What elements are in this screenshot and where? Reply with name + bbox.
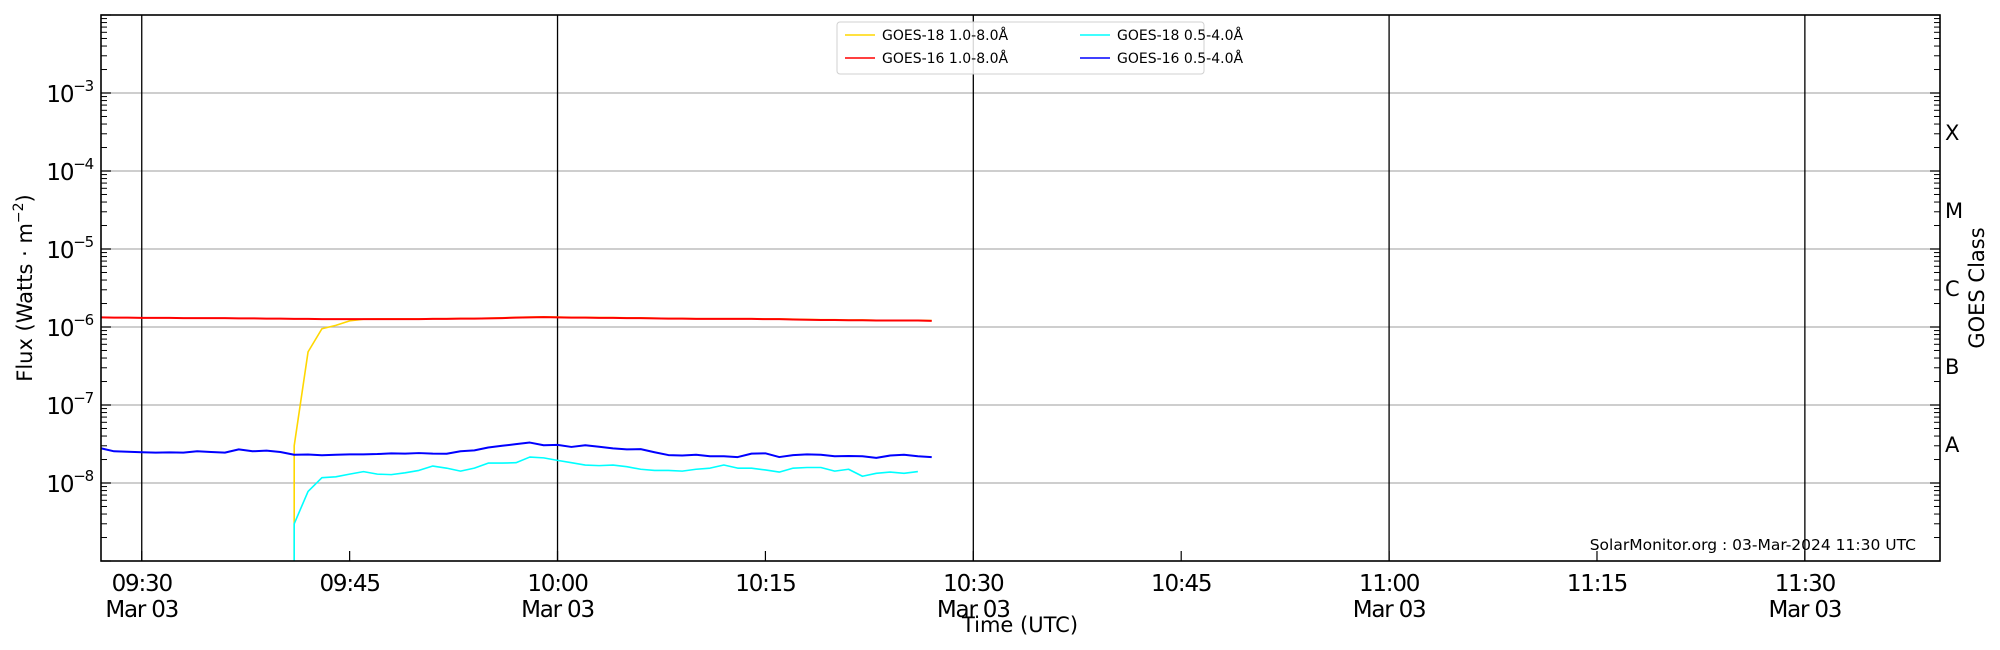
x-tick-label: 11:00 bbox=[1359, 571, 1420, 597]
series-line-2 bbox=[293, 456, 918, 561]
x-tick-label: 10:30 bbox=[943, 571, 1004, 597]
series-lines bbox=[101, 316, 932, 561]
y-tick-label: 10−8 bbox=[46, 467, 93, 498]
series-line-3 bbox=[101, 441, 932, 459]
legend-label: GOES-16 0.5-4.0Å bbox=[1117, 50, 1243, 67]
y-axis-ticks: 10−8 10−7 10−6 10−5 10−4 10−3 bbox=[46, 77, 94, 498]
x-tick-date-label: Mar 03 bbox=[521, 597, 594, 623]
x-tick-label: 09:45 bbox=[319, 571, 379, 597]
x-tick-date-label: Mar 03 bbox=[937, 597, 1010, 623]
goes-class-c: C bbox=[1945, 277, 1960, 301]
series-line-1 bbox=[101, 316, 932, 322]
y-tick-label: 10−4 bbox=[46, 155, 93, 186]
goes-class-x: X bbox=[1945, 121, 1959, 145]
plot-frame bbox=[100, 14, 1941, 562]
x-tick-date-label: Mar 03 bbox=[1353, 597, 1426, 623]
legend-box bbox=[836, 21, 1205, 75]
series-line-0 bbox=[293, 316, 932, 561]
x-tick-label: 09:30 bbox=[112, 571, 173, 597]
legend: GOES-18 1.0-8.0Å GOES-16 1.0-8.0Å GOES-18 … bbox=[836, 21, 1243, 75]
x-tick-label: 10:15 bbox=[735, 571, 795, 597]
legend-label: GOES-16 1.0-8.0Å bbox=[882, 50, 1008, 67]
legend-label: GOES-18 1.0-8.0Å bbox=[882, 27, 1008, 44]
x-tick-date-label: Mar 03 bbox=[105, 597, 178, 623]
x-tick-label: 11:15 bbox=[1567, 571, 1627, 597]
y-tick-label: 10−7 bbox=[46, 389, 93, 420]
goes-class-labels: A B C M X bbox=[1945, 121, 1963, 457]
minor-ticks bbox=[101, 14, 1940, 562]
y2-axis-label: GOES Class bbox=[1965, 227, 1989, 348]
source-annotation: SolarMonitor.org : 03-Mar-2024 11:30 UTC bbox=[1590, 536, 1916, 554]
x-tick-date-label: Mar 03 bbox=[1768, 597, 1841, 623]
x-tick-label: 10:45 bbox=[1151, 571, 1211, 597]
goes-class-m: M bbox=[1945, 199, 1963, 223]
legend-label: GOES-18 0.5-4.0Å bbox=[1117, 27, 1243, 44]
grid-lines bbox=[101, 92, 1940, 484]
x-tick-label: 11:30 bbox=[1775, 571, 1836, 597]
goes-class-a: A bbox=[1945, 433, 1960, 457]
goes-class-b: B bbox=[1945, 355, 1959, 379]
y-tick-label: 10−3 bbox=[46, 77, 93, 108]
x-axis-label: Time (UTC) bbox=[961, 613, 1078, 637]
x-tick-label: 10:00 bbox=[527, 571, 588, 597]
day-marker-lines bbox=[141, 15, 1806, 561]
y-axis-label: Flux (Watts · m−2) bbox=[11, 194, 37, 382]
y-tick-label: 10−6 bbox=[46, 311, 93, 342]
y-tick-label: 10−5 bbox=[46, 233, 93, 264]
